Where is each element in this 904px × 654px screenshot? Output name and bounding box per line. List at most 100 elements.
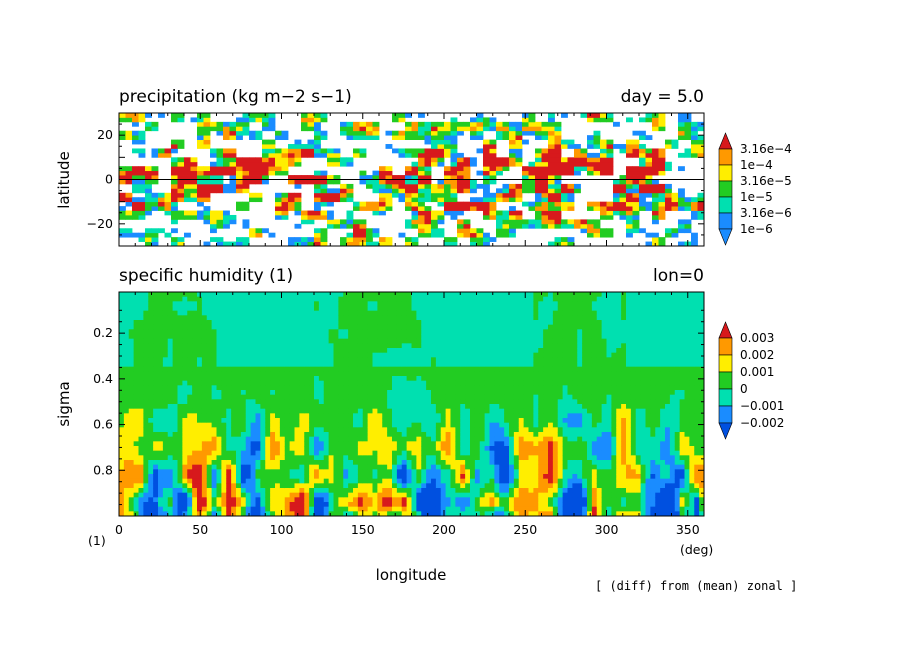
precip-cell (528, 201, 536, 207)
humidity-cell (289, 418, 295, 424)
humidity-cell (440, 502, 447, 508)
precip-cell (671, 197, 679, 203)
humidity-cell (265, 413, 271, 419)
humidity-cell (353, 432, 359, 438)
humidity-cell (240, 348, 247, 354)
humidity-cell (406, 320, 412, 326)
humidity-cell (314, 320, 320, 326)
humidity-cell (435, 334, 442, 340)
humidity-cell (211, 357, 217, 363)
precip-cell (340, 157, 347, 163)
humidity-cell (216, 329, 222, 335)
humidity-cell (431, 380, 437, 386)
precip-cell (509, 161, 516, 167)
humidity-cell (421, 338, 427, 344)
humidity-cell (362, 446, 369, 452)
humidity-cell (221, 376, 227, 382)
precip-cell (509, 183, 516, 189)
humidity-cell (162, 352, 169, 358)
humidity-cell (440, 329, 447, 335)
humidity-cell (372, 450, 378, 456)
precip-cell (600, 201, 607, 207)
humidity-cell (396, 362, 403, 368)
humidity-cell (392, 306, 398, 312)
humidity-cell (304, 422, 310, 428)
humidity-cell (372, 338, 378, 344)
humidity-cell (197, 464, 203, 470)
precip-cell (411, 201, 419, 207)
precip-cell (275, 206, 282, 211)
humidity-cell (338, 362, 344, 368)
humidity-cell (138, 483, 144, 489)
precip-cell (457, 152, 464, 158)
humidity-cell (245, 338, 252, 344)
precip-cell (561, 192, 568, 198)
humidity-cell (182, 478, 188, 484)
humidity-cell (353, 404, 359, 410)
humidity-cell (148, 320, 154, 326)
humidity-cell (299, 315, 305, 321)
precip-cell (418, 157, 425, 163)
humidity-cell (206, 469, 213, 475)
precip-cell (125, 228, 133, 234)
humidity-cell (387, 371, 393, 377)
humidity-cell (187, 376, 193, 382)
humidity-cell (201, 380, 208, 386)
precip-cell (405, 113, 412, 118)
precip-cell (171, 139, 178, 145)
humidity-cell (387, 408, 393, 414)
humidity-cell (333, 301, 339, 307)
humidity-cell (245, 376, 252, 382)
humidity-cell (148, 343, 154, 349)
precip-cell (424, 161, 432, 167)
humidity-cell (143, 413, 149, 419)
precip-cell (132, 166, 139, 172)
precip-cell (522, 188, 529, 194)
humidity-cell (284, 460, 291, 466)
precip-cell (203, 179, 211, 185)
humidity-cell (138, 394, 144, 400)
humidity-cell (392, 418, 398, 424)
humidity-cell (226, 408, 232, 414)
precip-cell (203, 144, 211, 149)
precip-cell (171, 144, 178, 149)
humidity-cell (328, 455, 334, 461)
humidity-cell (338, 502, 344, 508)
precip-cell (580, 166, 588, 172)
humidity-cell (421, 511, 427, 517)
humidity-cell (416, 478, 422, 484)
humidity-cell (357, 502, 364, 508)
precip-cell (353, 152, 360, 158)
precip-cell (424, 130, 432, 136)
humidity-cell (367, 478, 373, 484)
humidity-cell (440, 310, 447, 316)
humidity-cell (270, 399, 276, 405)
humidity-cell (323, 362, 330, 368)
precip-cell (210, 237, 217, 242)
humidity-cell (294, 450, 300, 456)
humidity-cell (236, 492, 242, 498)
humidity-cell (401, 469, 408, 475)
humidity-cell (138, 492, 144, 498)
humidity-cell (167, 324, 174, 330)
humidity-cell (328, 492, 334, 498)
humidity-cell (357, 492, 364, 498)
humidity-cell (387, 301, 393, 307)
humidity-cell (187, 320, 193, 326)
humidity-cell (133, 366, 139, 372)
humidity-cell (270, 334, 276, 340)
precip-cell (411, 237, 419, 242)
humidity-cell (197, 488, 203, 494)
humidity-cell (309, 455, 315, 461)
precip-cell (535, 135, 542, 140)
humidity-cell (143, 296, 149, 302)
precip-cell (236, 121, 243, 127)
humidity-cell (182, 455, 188, 461)
humidity-cell (255, 385, 261, 391)
precip-cell (418, 126, 425, 132)
humidity-cell (153, 320, 159, 326)
humidity-cell (216, 343, 222, 349)
humidity-cell (158, 371, 164, 377)
humidity-cell (231, 334, 237, 340)
humidity-cell (299, 292, 305, 298)
